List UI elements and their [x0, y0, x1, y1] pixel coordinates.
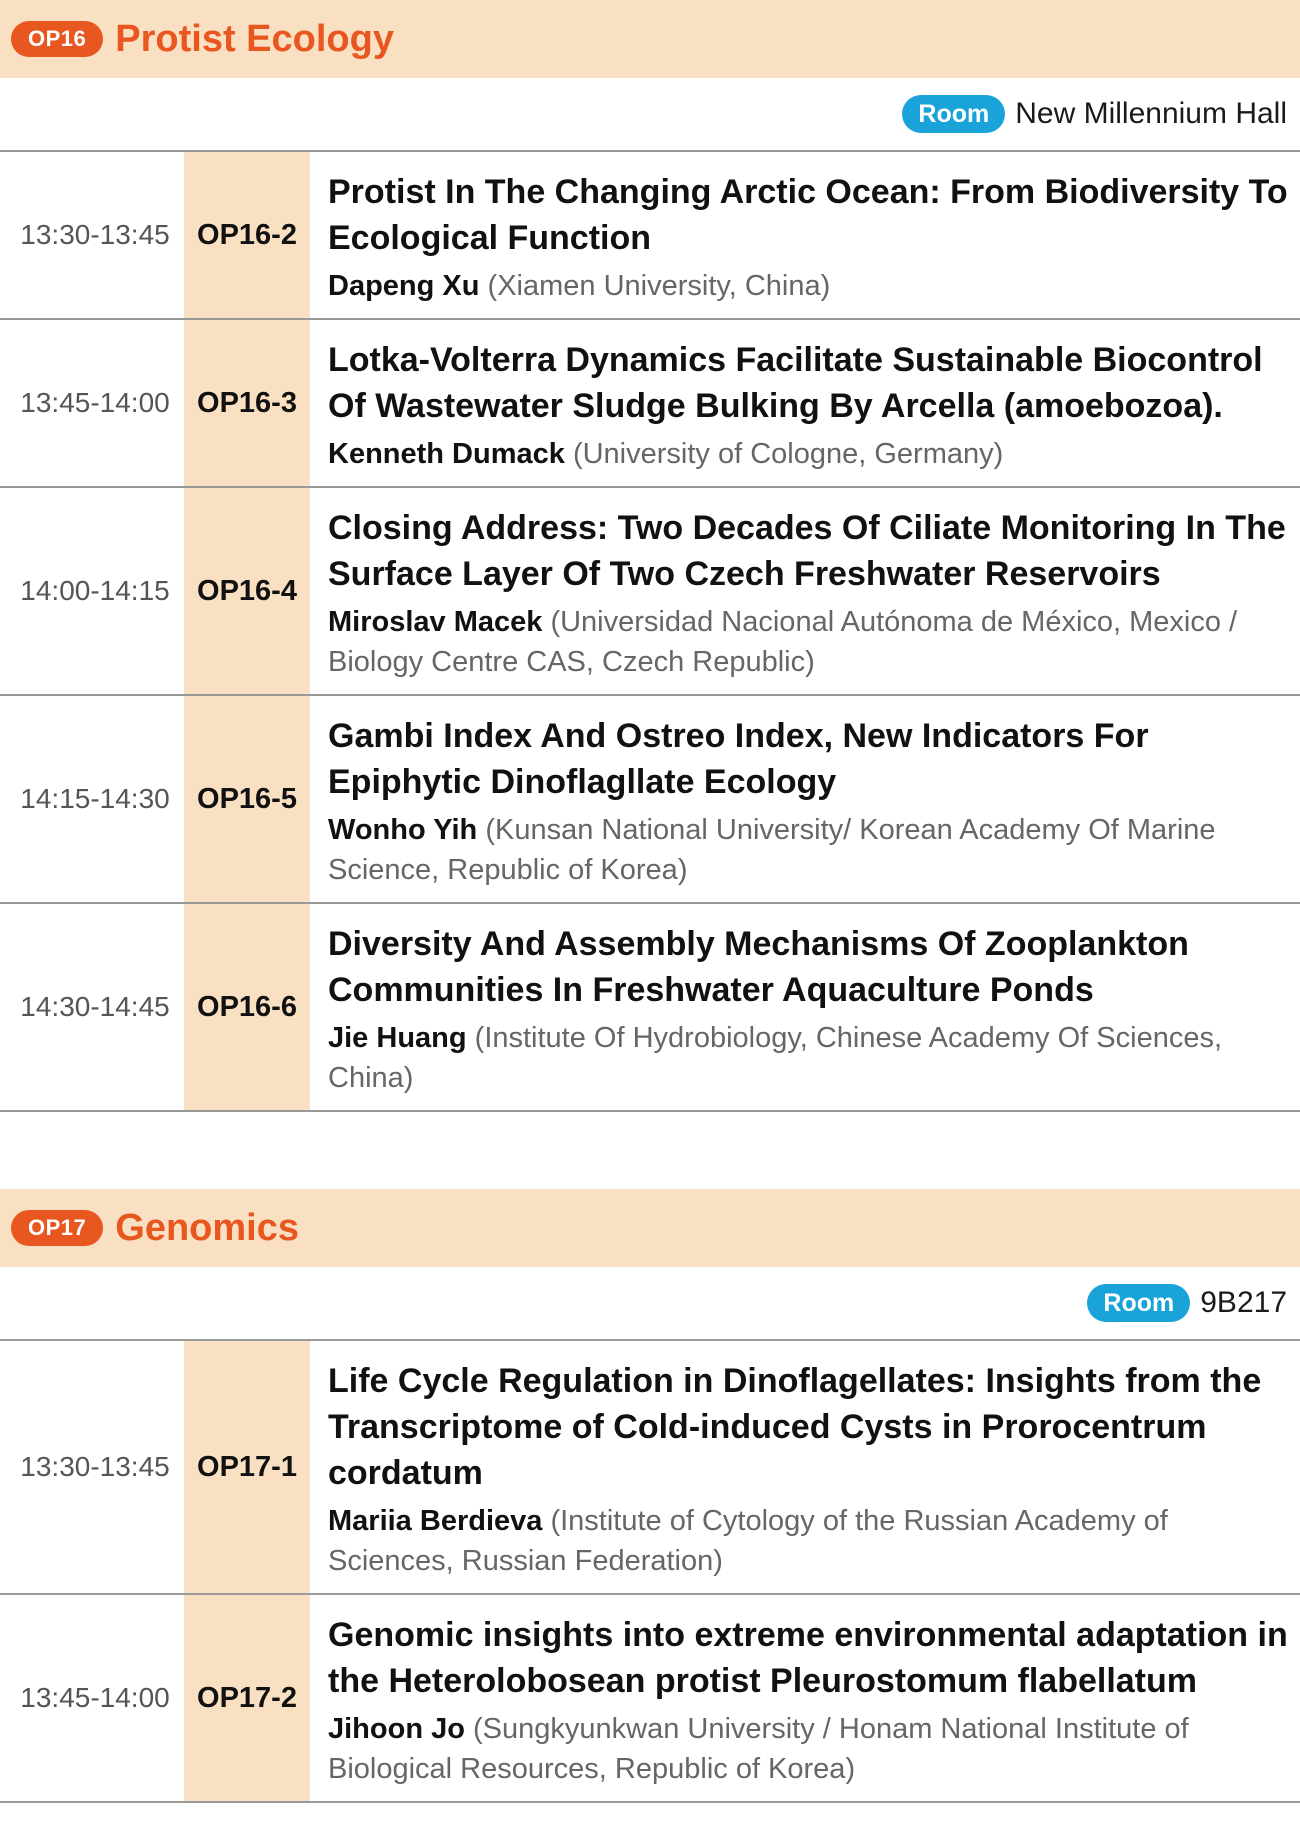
talk-row: 14:30-14:45 OP16-6 Diversity And Assembly … [0, 904, 1300, 1112]
program-schedule: OP16 Protist Ecology Room New Millennium Ha… [0, 0, 1300, 1803]
talk-content: Lotka-Volterra Dynamics Facilitate Susta… [310, 320, 1300, 486]
session-code-badge: OP16 [11, 21, 104, 57]
talk-code: OP16-2 [184, 152, 310, 318]
room-badge: Room [902, 95, 1006, 133]
session-spacer [0, 1112, 1300, 1189]
room-badge: Room [1087, 1284, 1191, 1322]
talk-affiliation: (Universidad Nacional Autónoma de México… [328, 606, 1238, 678]
talk-time: 14:30-14:45 [20, 991, 170, 1022]
talk-time: 13:45-14:00 [20, 387, 170, 418]
talk-author-line: Miroslav Macek (Universidad Nacional Aut… [328, 602, 1296, 682]
talk-affiliation: (University of Cologne, Germany) [572, 438, 1004, 470]
talk-content: Gambi Index And Ostreo Index, New Indica… [310, 696, 1300, 902]
talk-row: 14:15-14:30 OP16-5 Gambi Index And Ostreo … [0, 696, 1300, 904]
talk-time: 13:45-14:00 [20, 1682, 170, 1713]
talk-affiliation: (Kunsan National University/ Korean Acad… [328, 814, 1216, 886]
room-name: New Millennium Hall [1015, 97, 1287, 130]
talk-affiliation: (Xiamen University, China) [487, 270, 831, 302]
talk-row: 13:30-13:45 OP16-2 Protist In The Changing… [0, 152, 1300, 320]
session-section: OP16 Protist Ecology Room New Millennium Ha… [0, 0, 1300, 1112]
talk-author-line: Mariia Berdieva (Institute of Cytology o… [328, 1501, 1296, 1581]
talk-title: Lotka-Volterra Dynamics Facilitate Susta… [328, 341, 1263, 425]
talk-content: Life Cycle Regulation in Dinoflagellates… [310, 1341, 1300, 1593]
talk-author-line: Jihoon Jo (Sungkyunkwan University / Hon… [328, 1709, 1296, 1789]
talk-author-line: Dapeng Xu (Xiamen University, China) [328, 266, 1296, 306]
room-name: 9B217 [1200, 1286, 1287, 1319]
talk-row: 13:30-13:45 OP17-1 Life Cycle Regulation i… [0, 1341, 1300, 1595]
talk-title: Closing Address: Two Decades Of Ciliate … [328, 509, 1286, 593]
talk-author-line: Kenneth Dumack (University of Cologne, G… [328, 434, 1296, 474]
talk-row: 13:45-14:00 OP17-2 Genomic insights into e… [0, 1595, 1300, 1803]
session-header: OP16 Protist Ecology [0, 0, 1300, 78]
session-section: OP17 Genomics Room 9B217 13:30-13:45 OP17-1 Li… [0, 1189, 1300, 1803]
room-info: Room New Millennium Hall [0, 78, 1300, 152]
talk-author: Dapeng Xu [328, 270, 480, 302]
talk-code: OP16-3 [184, 320, 310, 486]
talk-author-line: Jie Huang (Institute Of Hydrobiology, Ch… [328, 1018, 1296, 1098]
talk-code: OP16-4 [184, 488, 310, 694]
talk-author: Jie Huang [328, 1022, 467, 1054]
talk-content: Closing Address: Two Decades Of Ciliate … [310, 488, 1300, 694]
talk-code: OP17-1 [184, 1341, 310, 1593]
talk-author: Jihoon Jo [328, 1713, 465, 1745]
talk-title: Gambi Index And Ostreo Index, New Indica… [328, 717, 1149, 801]
room-info: Room 9B217 [0, 1267, 1300, 1341]
session-title: Genomics [115, 1206, 299, 1249]
session-title: Protist Ecology [115, 17, 394, 60]
talk-row: 13:45-14:00 OP16-3 Lotka-Volterra Dynamics… [0, 320, 1300, 488]
talk-code: OP16-6 [184, 904, 310, 1110]
talk-author: Mariia Berdieva [328, 1505, 543, 1537]
talk-time: 13:30-13:45 [20, 1451, 170, 1482]
talk-time: 13:30-13:45 [20, 219, 170, 250]
session-header: OP17 Genomics [0, 1189, 1300, 1267]
talk-title: Diversity And Assembly Mechanisms Of Zoo… [328, 925, 1189, 1009]
talk-title: Genomic insights into extreme environmen… [328, 1616, 1288, 1700]
talk-title: Life Cycle Regulation in Dinoflagellates… [328, 1362, 1262, 1492]
talk-row: 14:00-14:15 OP16-4 Closing Address: Two De… [0, 488, 1300, 696]
session-code-badge: OP17 [11, 1210, 104, 1246]
talk-affiliation: (Institute of Cytology of the Russian Ac… [328, 1505, 1168, 1577]
talk-code: OP17-2 [184, 1595, 310, 1801]
talk-content: Protist In The Changing Arctic Ocean: Fr… [310, 152, 1300, 318]
talk-time: 14:15-14:30 [20, 783, 170, 814]
talk-author-line: Wonho Yih (Kunsan National University/ K… [328, 810, 1296, 890]
talk-code: OP16-5 [184, 696, 310, 902]
talk-affiliation: (Sungkyunkwan University / Honam Nationa… [328, 1713, 1189, 1785]
talk-author: Kenneth Dumack [328, 438, 565, 470]
talk-time: 14:00-14:15 [20, 575, 170, 606]
talk-author: Wonho Yih [328, 814, 478, 846]
talk-content: Diversity And Assembly Mechanisms Of Zoo… [310, 904, 1300, 1110]
talk-affiliation: (Institute Of Hydrobiology, Chinese Acad… [328, 1022, 1223, 1094]
talk-title: Protist In The Changing Arctic Ocean: Fr… [328, 173, 1288, 257]
talk-content: Genomic insights into extreme environmen… [310, 1595, 1300, 1801]
talk-author: Miroslav Macek [328, 606, 543, 638]
